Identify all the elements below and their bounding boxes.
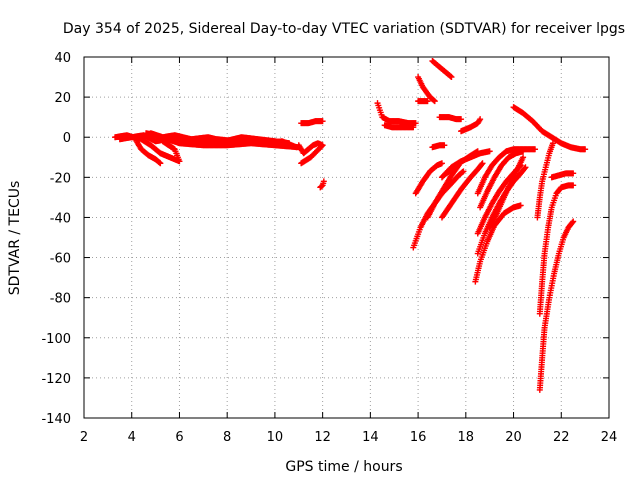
data-layer <box>112 58 589 393</box>
data-point <box>570 182 577 189</box>
data-point <box>460 168 467 175</box>
series-arc-29 <box>474 146 539 197</box>
data-point <box>424 98 431 105</box>
data-point <box>570 170 577 177</box>
series-arc-08 <box>295 140 326 167</box>
data-point <box>431 98 438 105</box>
data-point <box>458 116 465 123</box>
data-point <box>479 160 486 167</box>
data-point <box>569 219 576 226</box>
x-tick-labels: 2 4 6 8 10 12 14 16 18 20 22 24 <box>80 430 617 445</box>
series-arc-33 <box>536 182 577 317</box>
x-tick-label: 20 <box>505 430 522 445</box>
y-tick-label: -40 <box>50 211 71 226</box>
series-arc-19 <box>429 142 448 151</box>
series-arc-17 <box>410 168 467 251</box>
data-point <box>478 161 485 168</box>
series-arc-30 <box>486 154 527 231</box>
data-point <box>438 160 445 167</box>
x-tick-label: 2 <box>80 430 88 445</box>
data-point <box>486 148 493 155</box>
y-axis-title: SDTVAR / TECUs <box>7 181 23 296</box>
plot-frame <box>83 56 610 419</box>
x-tick-label: 16 <box>410 430 427 445</box>
y-tick-label: 0 <box>63 131 71 146</box>
data-point <box>448 74 455 81</box>
data-point <box>320 178 327 185</box>
y-tick-label: 20 <box>54 91 71 106</box>
series-arc-05 <box>133 138 164 167</box>
x-tick-label: 6 <box>175 430 183 445</box>
data-point <box>522 164 529 171</box>
x-tick-label: 18 <box>458 430 475 445</box>
series-arc-31 <box>510 104 589 153</box>
x-tick-label: 22 <box>553 430 570 445</box>
series-arc-11 <box>374 100 419 127</box>
series-arc-09 <box>298 118 326 127</box>
data-point <box>517 202 524 209</box>
data-point <box>319 118 326 125</box>
data-point <box>570 218 577 225</box>
series-arc-18 <box>412 160 445 197</box>
y-tick-labels: 40 20 0 -20 -40 -60 -80 -100 -120 -140 <box>41 51 71 427</box>
series-arc-07 <box>143 130 302 151</box>
y-tick-label: 40 <box>54 51 71 66</box>
series-arc-28 <box>477 148 527 211</box>
chart-title: Day 354 of 2025, Sidereal Day-to-day VTE… <box>63 21 625 37</box>
x-tick-label: 8 <box>223 430 231 445</box>
series-arc-21 <box>438 160 486 221</box>
series-arc-23 <box>438 148 493 181</box>
tick-layer <box>83 56 610 419</box>
data-point <box>298 160 305 167</box>
y-tick-label: -20 <box>50 171 71 186</box>
data-point <box>477 116 484 123</box>
series-arc-13 <box>415 74 438 105</box>
data-point <box>412 120 419 127</box>
x-tick-label: 24 <box>601 430 618 445</box>
y-tick-label: -100 <box>41 332 71 347</box>
series-arc-16 <box>436 114 465 123</box>
series-arc-24 <box>458 116 484 135</box>
x-tick-label: 4 <box>128 430 136 445</box>
data-point <box>549 140 556 147</box>
series-arc-34 <box>534 140 556 221</box>
data-point <box>521 165 528 172</box>
x-tick-label: 12 <box>314 430 331 445</box>
series-arc-12 <box>381 122 417 131</box>
data-point <box>441 142 448 149</box>
series-arc-06 <box>138 136 183 165</box>
y-tick-label: -120 <box>41 372 71 387</box>
x-axis-title: GPS time / hours <box>285 459 402 475</box>
data-point <box>520 154 527 161</box>
series-arc-32 <box>536 218 577 393</box>
data-point <box>532 146 539 153</box>
y-tick-label: -140 <box>41 412 71 427</box>
grid-layer <box>84 57 609 418</box>
data-point <box>157 160 164 167</box>
x-tick-label: 10 <box>267 430 284 445</box>
series-arc-15 <box>415 98 431 105</box>
series-arc-10 <box>317 178 327 191</box>
data-point <box>410 124 417 131</box>
series-arc-14 <box>429 58 455 81</box>
x-tick-label: 14 <box>362 430 379 445</box>
series-arc-25 <box>472 202 524 285</box>
y-tick-label: -80 <box>50 292 71 307</box>
series-arc-35 <box>548 170 577 181</box>
y-tick-label: -60 <box>50 252 71 267</box>
data-point <box>582 146 589 153</box>
